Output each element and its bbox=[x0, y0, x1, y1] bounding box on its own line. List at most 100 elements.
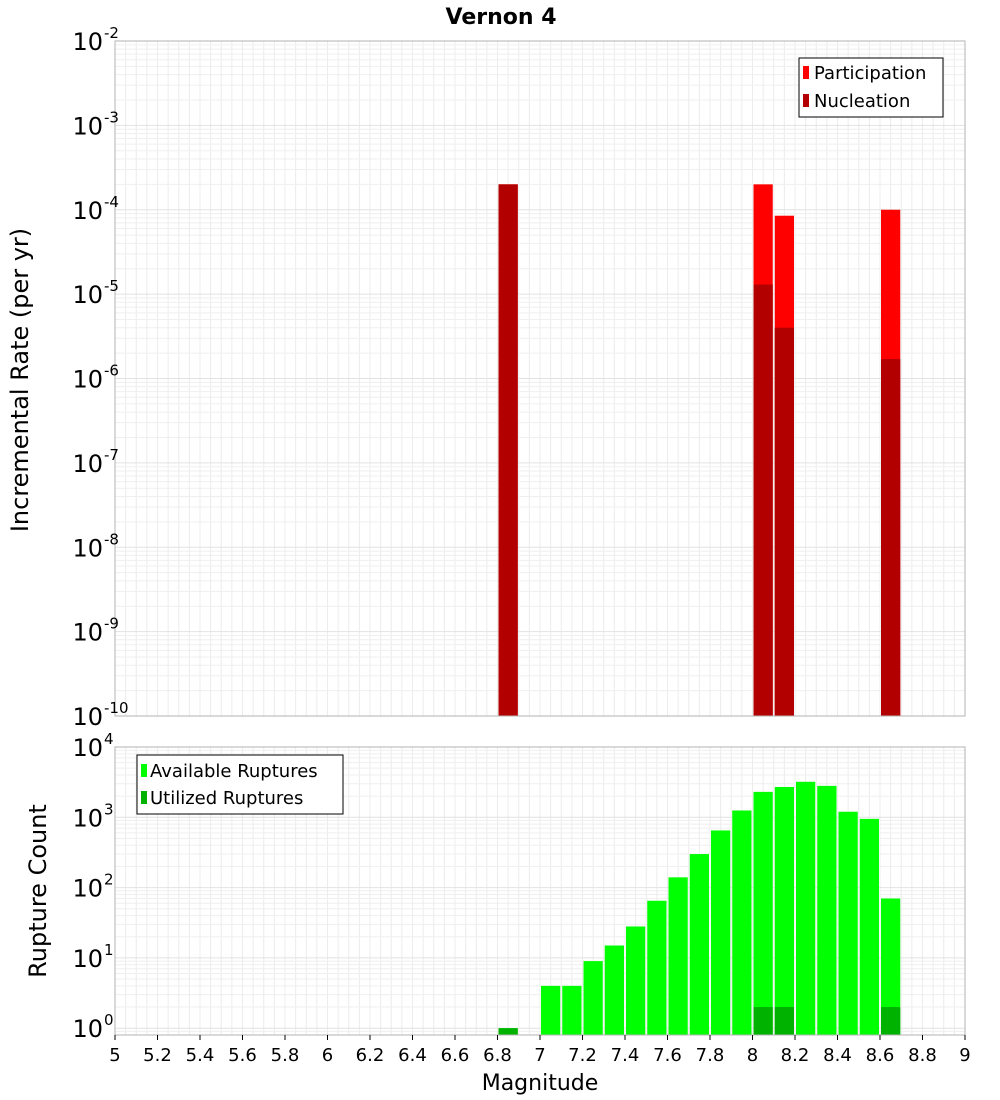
available-ruptures-bar bbox=[711, 830, 731, 1035]
svg-text:10: 10 bbox=[72, 945, 103, 973]
rate-y-tick-label: 10 -9 bbox=[72, 615, 119, 647]
available-ruptures-bar bbox=[647, 900, 667, 1035]
nucleation-bar bbox=[498, 184, 518, 717]
svg-text:3: 3 bbox=[104, 800, 114, 818]
nucleation-bar bbox=[774, 327, 794, 716]
available-legend-label: Available Ruptures bbox=[150, 761, 318, 782]
svg-text:-9: -9 bbox=[104, 615, 119, 633]
svg-text:10: 10 bbox=[72, 112, 103, 140]
x-tick-label: 6.2 bbox=[356, 1045, 385, 1066]
rate-bars bbox=[498, 184, 901, 717]
svg-text:-3: -3 bbox=[104, 108, 119, 126]
rate-y-ticks: 10-210-310-410-510-610-710-810-910-10 bbox=[72, 24, 128, 731]
available-ruptures-bar bbox=[583, 961, 603, 1035]
svg-text:10: 10 bbox=[72, 619, 103, 647]
utilized-ruptures-bar bbox=[753, 1007, 773, 1035]
svg-text:10: 10 bbox=[72, 28, 103, 56]
rate-y-tick-label: 10 -4 bbox=[72, 193, 119, 225]
x-tick-label: 7.4 bbox=[611, 1045, 640, 1066]
x-tick-label: 6.4 bbox=[398, 1045, 427, 1066]
x-tick-label: 7.2 bbox=[568, 1045, 597, 1066]
participation-legend-label: Participation bbox=[814, 63, 926, 84]
count-y-tick-label: 10 1 bbox=[72, 941, 113, 973]
rate-y-tick-label: 10 -5 bbox=[72, 277, 119, 309]
available-ruptures-bar bbox=[732, 810, 752, 1035]
rate-panel: 10-210-310-410-510-610-710-810-910-10 In… bbox=[6, 24, 966, 731]
available-ruptures-bar bbox=[562, 985, 582, 1035]
rate-legend-box bbox=[798, 57, 944, 118]
x-tick-label: 8.6 bbox=[866, 1045, 895, 1066]
available-ruptures-bar bbox=[881, 898, 901, 1035]
x-tick-label: 9 bbox=[959, 1045, 970, 1066]
x-tick-label: 5.4 bbox=[186, 1045, 215, 1066]
available-ruptures-bar bbox=[796, 781, 816, 1035]
rate-plot-border bbox=[114, 40, 966, 717]
count-y-tick-label: 10 3 bbox=[72, 800, 113, 832]
x-tick-label: 7 bbox=[534, 1045, 545, 1066]
svg-text:-2: -2 bbox=[104, 24, 119, 42]
svg-text:-8: -8 bbox=[104, 530, 119, 548]
rate-y-tick-label: 10 -10 bbox=[72, 699, 128, 731]
available-ruptures-bar bbox=[604, 945, 624, 1035]
x-tick-label: 6 bbox=[322, 1045, 333, 1066]
svg-text:10: 10 bbox=[72, 534, 103, 562]
svg-text:10: 10 bbox=[72, 281, 103, 309]
available-ruptures-bar bbox=[859, 818, 879, 1035]
x-tick-label: 6.6 bbox=[441, 1045, 470, 1066]
svg-text:0: 0 bbox=[104, 1011, 114, 1029]
svg-text:-4: -4 bbox=[104, 193, 119, 211]
magnitude-x-ticks: 5 5.2 5.4 5.6 5.8 6 6.2 6.4 6.6 6.8 7 7.2 7.4 7.6 7.8 8… bbox=[109, 1035, 971, 1066]
svg-text:10: 10 bbox=[72, 875, 103, 903]
count-legend-box bbox=[136, 754, 344, 815]
x-tick-label: 8.8 bbox=[908, 1045, 937, 1066]
available-ruptures-bar bbox=[838, 811, 858, 1035]
rate-legend: Participation Nucleation bbox=[798, 57, 944, 118]
svg-text:10: 10 bbox=[72, 450, 103, 478]
available-ruptures-bar bbox=[774, 786, 794, 1035]
nucleation-bar bbox=[753, 284, 773, 716]
rate-y-tick-label: 10 -8 bbox=[72, 530, 119, 562]
available-ruptures-bar bbox=[626, 926, 646, 1035]
svg-text:10: 10 bbox=[72, 197, 103, 225]
count-y-tick-label: 10 0 bbox=[72, 1011, 113, 1043]
svg-text:-10: -10 bbox=[104, 699, 129, 717]
utilized-legend-swatch bbox=[141, 791, 147, 804]
available-ruptures-bar bbox=[689, 854, 709, 1035]
x-tick-label: 7.6 bbox=[653, 1045, 682, 1066]
count-y-tick-label: 10 4 bbox=[72, 730, 113, 762]
x-tick-label: 5.6 bbox=[228, 1045, 257, 1066]
count-legend: Available Ruptures Utilized Ruptures bbox=[136, 754, 344, 815]
rate-y-tick-label: 10 -3 bbox=[72, 108, 119, 140]
available-ruptures-bar bbox=[668, 877, 688, 1035]
rate-grid bbox=[114, 40, 966, 717]
svg-text:10: 10 bbox=[72, 734, 103, 762]
svg-text:10: 10 bbox=[72, 1015, 103, 1043]
x-tick-label: 5.8 bbox=[271, 1045, 300, 1066]
x-tick-label: 5 bbox=[109, 1045, 120, 1066]
available-ruptures-bar bbox=[753, 791, 773, 1035]
svg-text:-5: -5 bbox=[104, 277, 119, 295]
svg-text:-6: -6 bbox=[104, 362, 119, 380]
available-legend-swatch bbox=[141, 764, 147, 777]
nucleation-bar bbox=[881, 359, 901, 716]
participation-legend-swatch bbox=[803, 66, 809, 79]
count-y-axis-label: Rupture Count bbox=[24, 804, 52, 978]
available-ruptures-bar bbox=[541, 985, 561, 1035]
svg-text:1: 1 bbox=[104, 941, 114, 959]
x-tick-label: 6.8 bbox=[483, 1045, 512, 1066]
utilized-ruptures-bar bbox=[881, 1007, 901, 1035]
utilized-ruptures-bar bbox=[498, 1028, 518, 1035]
rate-y-tick-label: 10 -6 bbox=[72, 362, 119, 394]
magnitude-x-axis-label: Magnitude bbox=[482, 1071, 599, 1096]
nucleation-legend-label: Nucleation bbox=[814, 91, 910, 112]
rate-y-axis-label: Incremental Rate (per yr) bbox=[6, 228, 34, 532]
count-y-tick-label: 10 2 bbox=[72, 871, 113, 903]
rate-y-tick-label: 10 -7 bbox=[72, 446, 119, 478]
available-ruptures-bar bbox=[817, 785, 837, 1035]
x-tick-label: 8 bbox=[747, 1045, 758, 1066]
x-tick-label: 8.4 bbox=[823, 1045, 852, 1066]
utilized-ruptures-bar bbox=[774, 1007, 794, 1035]
svg-text:10: 10 bbox=[72, 703, 103, 731]
